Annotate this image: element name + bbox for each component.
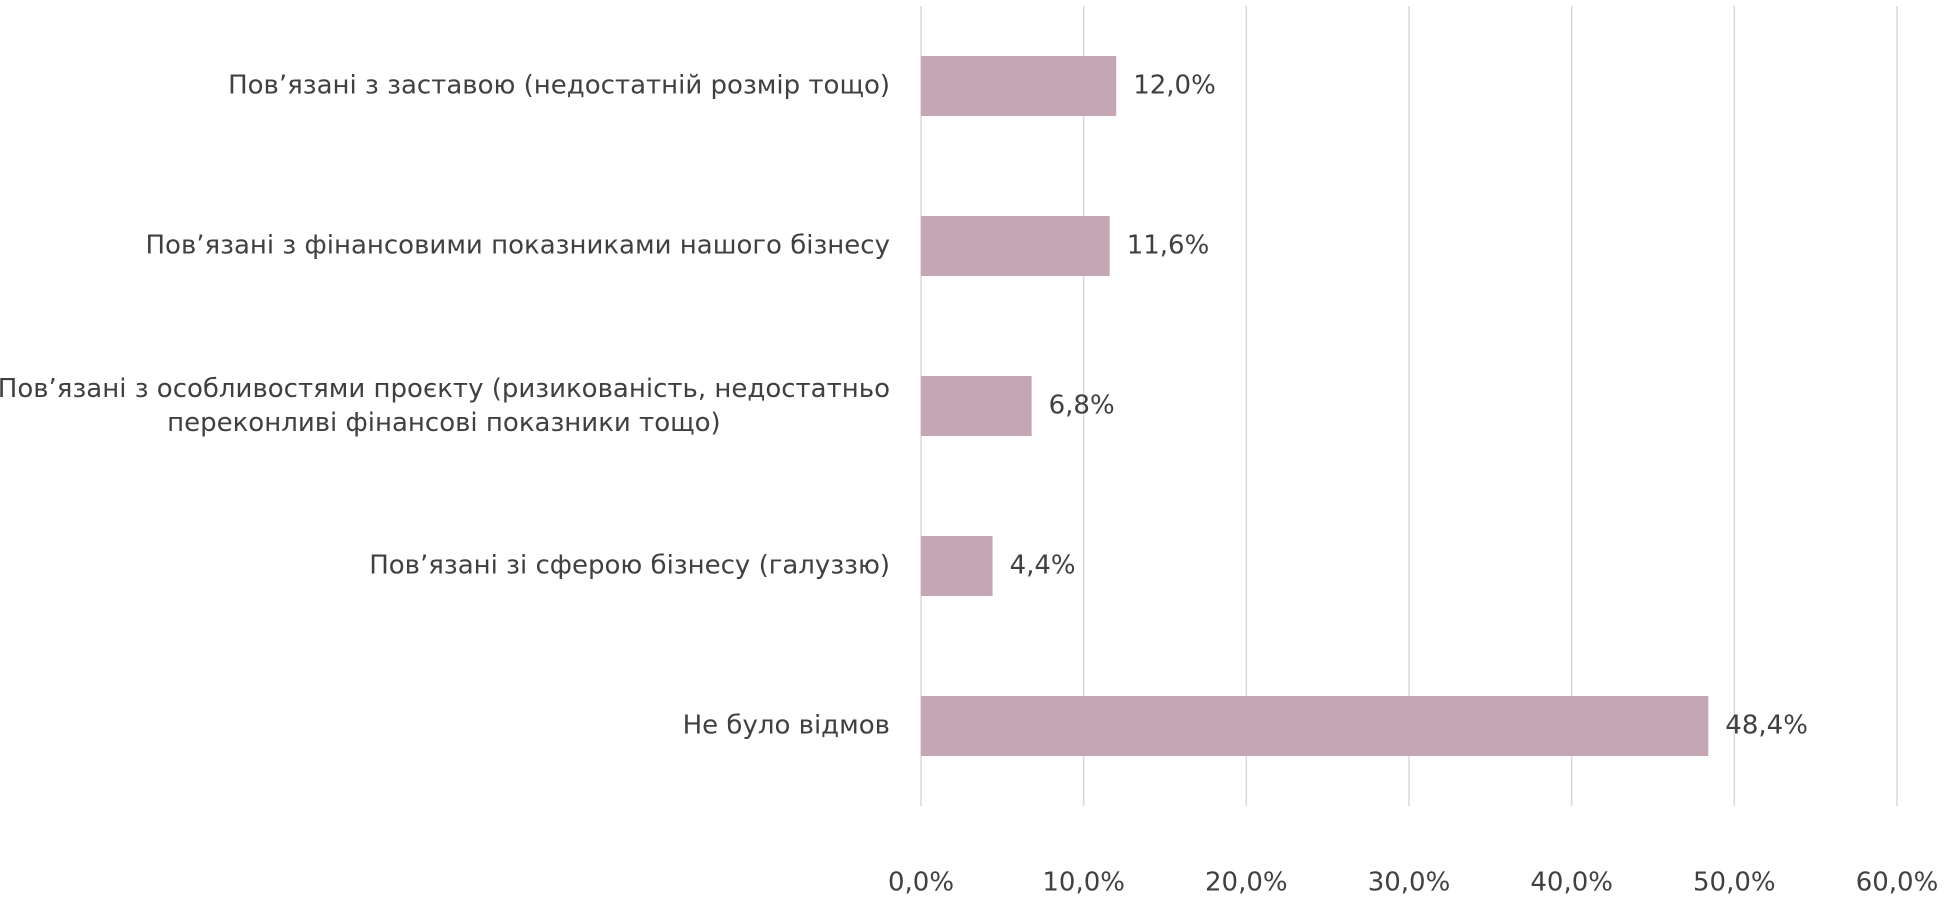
bar <box>921 376 1032 436</box>
bar <box>921 696 1709 756</box>
x-tick-label: 10,0% <box>1042 868 1125 898</box>
x-tick-label: 40,0% <box>1530 868 1613 898</box>
bar <box>921 56 1117 116</box>
bar <box>921 216 1110 276</box>
x-tick-label: 60,0% <box>1856 868 1939 898</box>
x-tick-label: 50,0% <box>1693 868 1776 898</box>
x-tick-label: 20,0% <box>1205 868 1288 898</box>
category-label: Пов’язані з особливостями проєкту (ризик… <box>0 374 890 438</box>
value-label: 6,8% <box>1049 391 1115 421</box>
category-label: Не було відмов <box>683 711 890 741</box>
bar <box>921 536 993 596</box>
x-tick-label: 0,0% <box>888 868 954 898</box>
value-label: 4,4% <box>1010 551 1076 581</box>
category-label: Пов’язані з фінансовими показниками нашо… <box>145 231 890 261</box>
x-tick-label: 30,0% <box>1368 868 1451 898</box>
category-label: Пов’язані з заставою (недостатній розмір… <box>228 71 890 101</box>
value-label: 12,0% <box>1133 71 1216 101</box>
value-label: 11,6% <box>1127 231 1210 261</box>
category-label: Пов’язані зі сферою бізнесу (галуззю) <box>369 551 890 581</box>
value-label: 48,4% <box>1725 711 1808 741</box>
